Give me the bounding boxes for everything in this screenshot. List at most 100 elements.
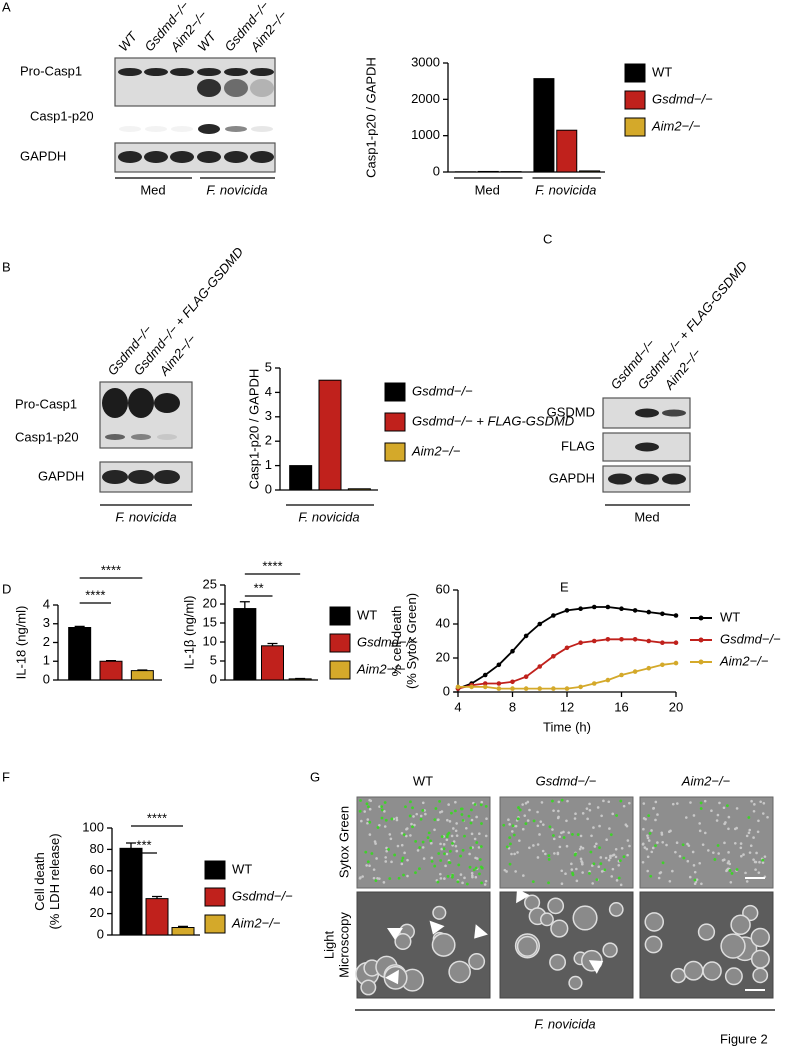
cell (625, 824, 629, 828)
cell (422, 857, 426, 860)
cell (485, 817, 488, 821)
cell (749, 844, 753, 848)
cell (761, 812, 765, 815)
panel-letter: E (560, 579, 569, 594)
cell (539, 912, 554, 927)
cell (450, 834, 454, 838)
cell (611, 867, 615, 871)
cell (400, 831, 404, 835)
error-bar (267, 642, 278, 646)
lane-label: WT (194, 28, 219, 54)
sytox-cell (365, 802, 369, 806)
sytox-cell (414, 871, 417, 875)
cell (752, 967, 769, 984)
y-tick-label: 80 (90, 841, 104, 856)
sytox-cell (368, 820, 372, 824)
cell (599, 856, 603, 859)
cell (609, 854, 612, 858)
sytox-cell (390, 817, 394, 821)
sytox-cell (387, 847, 390, 851)
sytox-cell (571, 832, 574, 836)
cell (361, 875, 364, 878)
cell (463, 876, 466, 880)
sytox-cell (730, 872, 734, 875)
bar (99, 660, 123, 681)
blot-band (128, 470, 154, 484)
cell (484, 834, 488, 838)
blot-band (131, 434, 151, 440)
cell (508, 823, 511, 826)
cell (600, 814, 603, 818)
sytox-cell (443, 852, 446, 856)
cell (722, 806, 726, 810)
sytox-cell (461, 818, 465, 822)
sytox-cell (439, 859, 443, 862)
error-bar (137, 669, 148, 671)
sytox-cell (418, 867, 421, 871)
cell (750, 799, 753, 803)
x-axis-label: Time (h) (543, 719, 591, 734)
sytox-cell (682, 856, 686, 860)
cell (701, 843, 705, 846)
cell (452, 840, 456, 843)
sytox-cell (364, 850, 368, 854)
sytox-cell (747, 816, 751, 819)
bar (119, 847, 143, 936)
cell (359, 876, 362, 879)
cell (513, 852, 516, 856)
cell (611, 854, 614, 857)
cell (610, 875, 614, 878)
y-axis-label: IL-18 (ng/ml) (13, 606, 28, 680)
error-bar (239, 601, 250, 609)
blot-band (197, 151, 221, 163)
y-tick-label: 0 (97, 926, 104, 941)
cell (654, 818, 657, 822)
cell (366, 818, 370, 821)
cell (692, 864, 696, 867)
sytox-cell (511, 824, 515, 828)
blot-band (250, 151, 274, 163)
row-label: GAPDH (549, 470, 595, 485)
cell (536, 824, 540, 828)
blot-band (144, 151, 168, 163)
cell (591, 864, 594, 867)
sytox-cell (472, 868, 476, 872)
cell (383, 810, 386, 813)
sytox-cell (401, 856, 405, 860)
sytox-cell (463, 834, 466, 838)
cell (642, 827, 645, 831)
sytox-cell (437, 852, 441, 855)
bar (233, 608, 257, 681)
cell (412, 815, 415, 818)
y-axis-label: % cell death (389, 606, 404, 677)
cell (602, 942, 618, 958)
blot (114, 57, 276, 107)
cell (566, 799, 569, 803)
cell (579, 857, 583, 861)
y-axis-label: IL-1β (ng/ml) (181, 596, 196, 670)
sytox-cell (459, 854, 462, 858)
cell (671, 869, 674, 873)
legend-label: Gsdmd−/− (357, 634, 418, 649)
sytox-cell (473, 803, 477, 806)
sytox-cell (393, 853, 397, 857)
sytox-cell (470, 808, 473, 812)
cell (455, 834, 459, 837)
panel-letter: C (543, 231, 552, 246)
sytox-cell (457, 863, 461, 867)
x-group-label: F. novicida (298, 509, 359, 524)
cell (651, 846, 655, 850)
cell (406, 858, 409, 862)
cell (532, 844, 535, 847)
blot-band (102, 388, 128, 418)
cell (437, 818, 440, 821)
cell (644, 817, 647, 821)
x-tick-label: 4 (454, 699, 461, 714)
cell (717, 852, 720, 855)
cell (445, 852, 449, 856)
legend-swatch (329, 633, 351, 653)
cell (454, 800, 457, 804)
cell (419, 814, 423, 818)
sytox-cell (478, 872, 481, 876)
y-tick-label: 100 (82, 819, 104, 834)
